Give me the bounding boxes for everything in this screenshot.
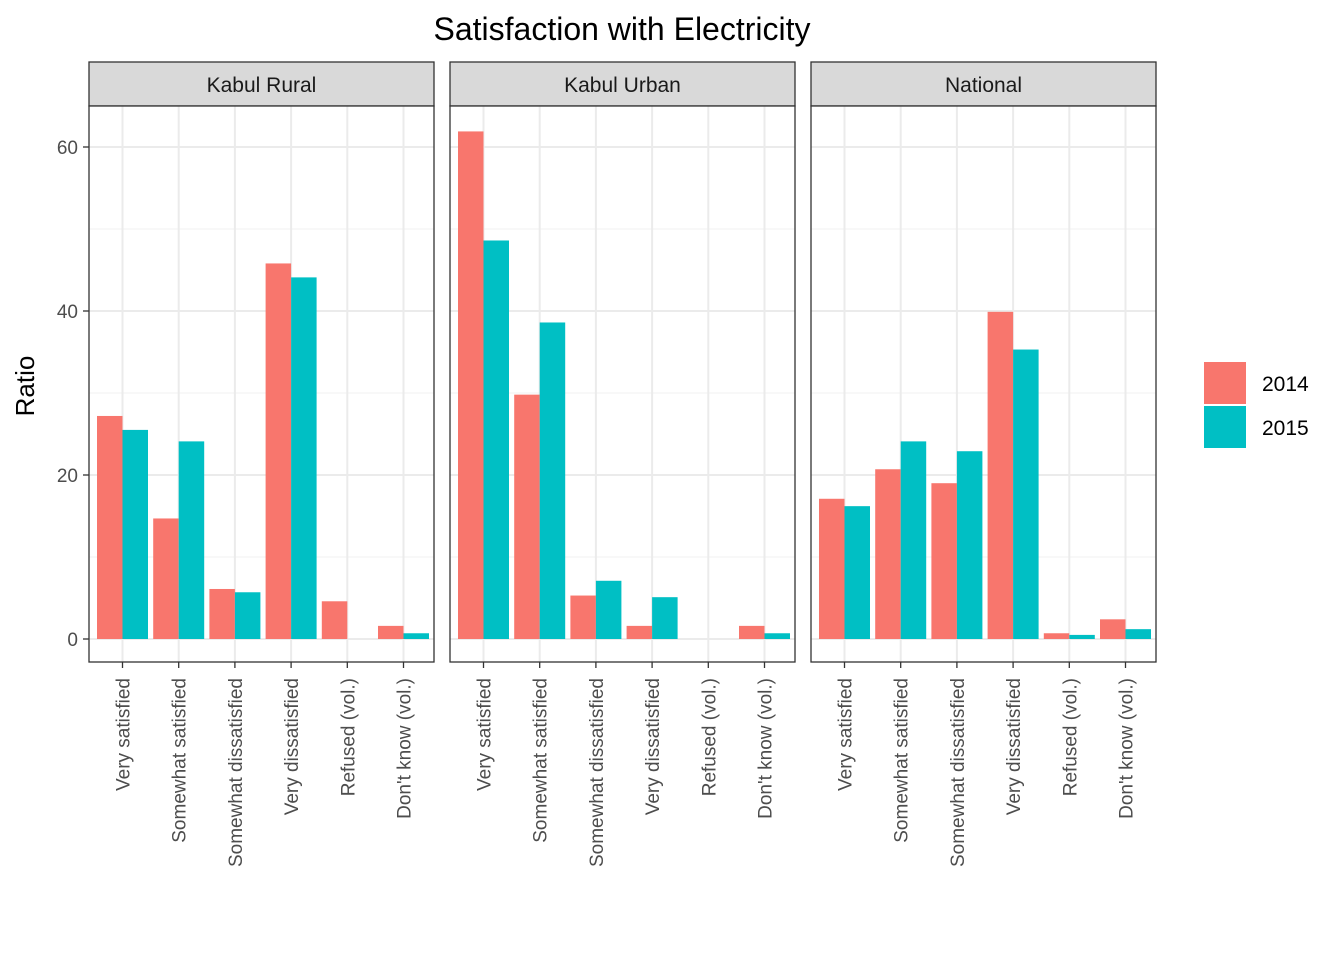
x-tick-label: Very satisfied bbox=[836, 678, 857, 791]
bar-2014 bbox=[153, 518, 179, 639]
bar-2014 bbox=[931, 483, 957, 639]
facet-strip bbox=[88, 61, 435, 107]
bar-2014 bbox=[378, 625, 404, 639]
facet-panel: National Very satisfied Somewhat satisfied… bbox=[810, 61, 1157, 867]
bar-2015 bbox=[539, 322, 566, 639]
y-tick-label: 60 bbox=[57, 138, 78, 159]
bar-2015 bbox=[900, 441, 927, 639]
x-tick-label: Somewhat dissatisfied bbox=[226, 678, 247, 867]
facet-strip-label: Kabul Urban bbox=[564, 74, 681, 97]
facet-strip-label: National bbox=[945, 74, 1022, 97]
y-tick-label: 40 bbox=[57, 302, 78, 323]
x-tick-label: Somewhat satisfied bbox=[170, 678, 191, 843]
facet-strip-label: Kabul Rural bbox=[207, 74, 317, 97]
bar-2014 bbox=[875, 469, 901, 639]
facet-panels: Kabul Rural Very satisfied Somewhat satisf… bbox=[88, 61, 1157, 867]
bar-2015 bbox=[1125, 629, 1151, 639]
bar-2014 bbox=[265, 263, 292, 639]
facet-strip bbox=[810, 61, 1157, 107]
panel-border bbox=[449, 105, 796, 663]
bar-2014 bbox=[570, 595, 596, 639]
bar-2015 bbox=[956, 451, 983, 639]
bar-2014 bbox=[1100, 619, 1126, 639]
x-tick-label: Don't know (vol.) bbox=[395, 678, 416, 819]
legend-key-2014 bbox=[1204, 362, 1246, 404]
facet-strip bbox=[449, 61, 796, 107]
bar-2015 bbox=[652, 597, 678, 639]
bar-2015 bbox=[234, 592, 261, 639]
bar-2015 bbox=[291, 277, 317, 639]
panel-border bbox=[810, 105, 1157, 663]
x-tick-label: Refused (vol.) bbox=[699, 678, 720, 796]
legend-key-2015 bbox=[1204, 406, 1246, 448]
x-tick-label: Don't know (vol.) bbox=[1117, 678, 1138, 819]
chart-title: Satisfaction with Electricity bbox=[433, 11, 810, 47]
y-axis-label: Ratio bbox=[10, 356, 40, 417]
bar-2015 bbox=[403, 633, 429, 639]
facet-panel: Kabul Urban Very satisfied Somewhat satisf… bbox=[449, 61, 796, 867]
bar-2014 bbox=[987, 311, 1014, 639]
x-tick-label: Very satisfied bbox=[114, 678, 135, 791]
bar-2014 bbox=[321, 601, 348, 639]
x-tick-label: Very dissatisfied bbox=[1004, 678, 1025, 815]
y-tick-label: 0 bbox=[67, 630, 78, 651]
bar-2014 bbox=[819, 498, 845, 639]
x-tick-label: Somewhat dissatisfied bbox=[587, 678, 608, 867]
x-tick-label: Refused (vol.) bbox=[338, 678, 359, 796]
legend-label: 2015 bbox=[1262, 417, 1309, 440]
bar-2014 bbox=[209, 588, 235, 639]
y-tick-label: 20 bbox=[57, 466, 78, 487]
x-tick-label: Somewhat satisfied bbox=[531, 678, 552, 843]
bar-2014 bbox=[1043, 633, 1070, 639]
bar-2015 bbox=[1069, 634, 1095, 639]
bar-2015 bbox=[1013, 349, 1039, 639]
bar-2015 bbox=[764, 633, 790, 639]
x-tick-label: Very dissatisfied bbox=[282, 678, 303, 815]
x-tick-label: Somewhat satisfied bbox=[892, 678, 913, 843]
bar-2015 bbox=[595, 580, 622, 639]
x-tick-label: Somewhat dissatisfied bbox=[948, 678, 969, 867]
x-tick-label: Don't know (vol.) bbox=[756, 678, 777, 819]
bar-2014 bbox=[739, 625, 765, 639]
panel-border bbox=[88, 105, 435, 663]
bar-2015 bbox=[122, 429, 148, 639]
bar-2015 bbox=[483, 240, 509, 640]
x-tick-label: Refused (vol.) bbox=[1060, 678, 1081, 796]
x-tick-label: Very satisfied bbox=[475, 678, 496, 791]
bar-2014 bbox=[514, 394, 540, 639]
legend: 2014 2015 bbox=[1204, 362, 1309, 448]
bar-2014 bbox=[97, 415, 123, 639]
y-axis: 0 20 40 60 bbox=[57, 138, 89, 651]
facet-panel: Kabul Rural Very satisfied Somewhat satisf… bbox=[88, 61, 435, 867]
x-tick-label: Very dissatisfied bbox=[643, 678, 664, 815]
bar-2015 bbox=[844, 506, 870, 639]
bar-2015 bbox=[178, 441, 205, 639]
bar-2014 bbox=[626, 625, 653, 639]
legend-label: 2014 bbox=[1262, 373, 1309, 396]
bar-2014 bbox=[458, 131, 484, 640]
